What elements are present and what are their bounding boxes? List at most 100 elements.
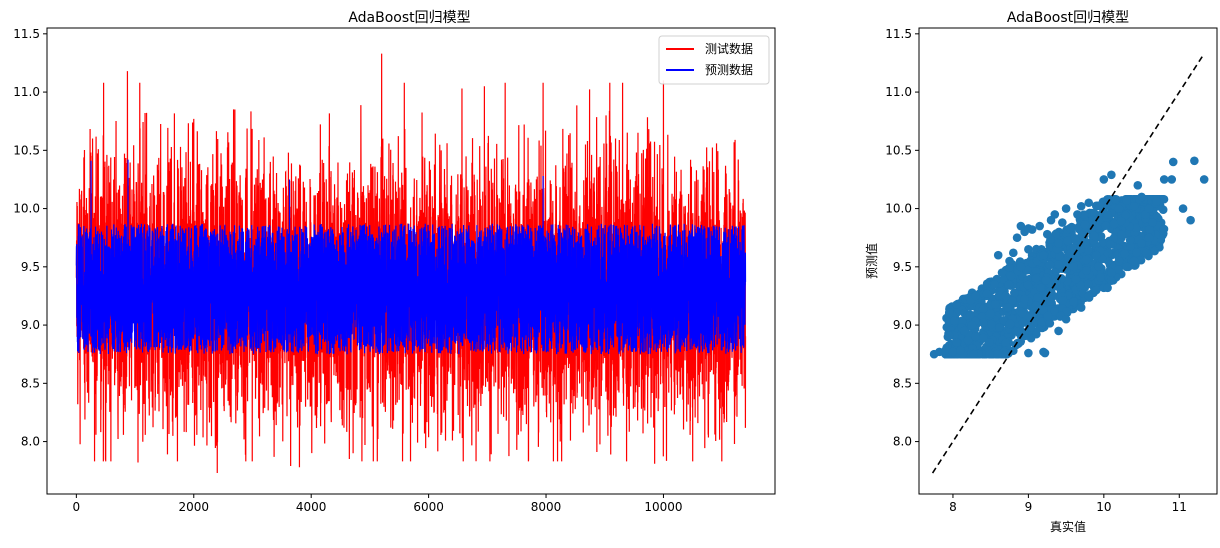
y-tick-label: 11.0 bbox=[13, 85, 40, 99]
scatter-point bbox=[1096, 273, 1105, 282]
y-tick-label: 11.0 bbox=[885, 85, 912, 99]
scatter-point bbox=[1058, 295, 1068, 305]
scatter-point bbox=[1178, 204, 1188, 213]
scatter-ylabel: 预测值 bbox=[864, 243, 879, 279]
scatter-point bbox=[1080, 220, 1090, 230]
scatter-point bbox=[1001, 349, 1011, 359]
scatter-point bbox=[1050, 307, 1059, 317]
scatter-point bbox=[1101, 221, 1110, 231]
scatter-point bbox=[1063, 236, 1073, 246]
scatter-point bbox=[1095, 201, 1105, 211]
scatter-point bbox=[1045, 260, 1055, 270]
scatter-point bbox=[1054, 251, 1064, 261]
y-tick-label: 8.5 bbox=[21, 376, 40, 390]
scatter-point bbox=[1050, 210, 1060, 219]
scatter-point bbox=[967, 320, 977, 330]
scatter-point bbox=[1069, 297, 1078, 307]
scatter-point bbox=[1016, 337, 1026, 346]
scatter-point bbox=[1090, 209, 1099, 218]
scatter-point bbox=[985, 338, 994, 347]
scatter-point bbox=[963, 335, 973, 345]
scatter-point bbox=[1001, 291, 1011, 301]
scatter-point bbox=[1132, 248, 1141, 257]
series-line-test bbox=[75, 53, 747, 474]
scatter-point bbox=[1071, 274, 1081, 284]
scatter-point bbox=[1039, 250, 1048, 260]
scatter-point bbox=[956, 346, 965, 356]
scatter-point bbox=[1040, 348, 1050, 358]
scatter-point bbox=[1094, 262, 1103, 271]
scatter-point bbox=[1107, 170, 1116, 180]
series-line-pred bbox=[75, 159, 747, 355]
scatter-point bbox=[1104, 257, 1113, 266]
scatter-point bbox=[1033, 292, 1042, 302]
scatter-point bbox=[1084, 291, 1094, 301]
scatter-point bbox=[1114, 265, 1123, 274]
scatter-point bbox=[1103, 210, 1112, 219]
scatter-point bbox=[1001, 338, 1011, 347]
scatter-point bbox=[1137, 239, 1146, 248]
scatter-point bbox=[1144, 233, 1154, 242]
scatter-point bbox=[1042, 229, 1052, 239]
scatter-point bbox=[1024, 224, 1033, 233]
scatter-point bbox=[1107, 268, 1116, 277]
scatter-point bbox=[948, 347, 958, 357]
scatter-point bbox=[1076, 303, 1086, 312]
scatter-point bbox=[999, 275, 1008, 284]
scatter-point bbox=[944, 331, 954, 340]
y-tick-label: 10.5 bbox=[13, 143, 40, 157]
y-tick-label: 8.5 bbox=[893, 376, 912, 390]
scatter-point bbox=[1007, 296, 1017, 305]
x-tick-label: 8 bbox=[949, 500, 957, 514]
y-tick-label: 11.5 bbox=[885, 27, 912, 41]
scatter-point bbox=[1065, 224, 1075, 233]
scatter-point bbox=[1150, 246, 1159, 256]
scatter-point bbox=[1031, 274, 1041, 283]
scatter-point bbox=[1159, 224, 1169, 234]
scatter-point bbox=[1077, 230, 1087, 240]
scatter-point bbox=[1018, 318, 1028, 327]
scatter-point bbox=[1031, 301, 1041, 310]
scatter-point bbox=[1145, 194, 1155, 204]
scatter-point bbox=[1023, 280, 1033, 290]
x-tick-label: 11 bbox=[1172, 500, 1187, 514]
scatter-point bbox=[1136, 255, 1146, 265]
scatter-point bbox=[979, 333, 988, 343]
scatter-point bbox=[990, 280, 999, 289]
scatter-point bbox=[1073, 210, 1082, 219]
scatter-point bbox=[1054, 239, 1063, 248]
scatter-point bbox=[1005, 256, 1014, 266]
scatter-point bbox=[959, 326, 969, 336]
scatter-chart-title: AdaBoost回归模型 bbox=[1007, 9, 1129, 26]
scatter-chart: AdaBoost回归模型 8 9 10 11 8.0 8.5 9.0 9.5 10.0 10.5 1… bbox=[864, 9, 1218, 534]
scatter-point bbox=[1190, 156, 1199, 166]
scatter-point bbox=[1054, 326, 1063, 336]
scatter-point bbox=[1062, 306, 1072, 316]
line-chart-title: AdaBoost回归模型 bbox=[348, 9, 470, 26]
scatter-point bbox=[1141, 248, 1151, 258]
scatter-point bbox=[1045, 319, 1055, 328]
scatter-point bbox=[1084, 198, 1094, 208]
scatter-point bbox=[1144, 204, 1154, 213]
line-legend: 测试数据 预测数据 bbox=[658, 35, 770, 85]
y-tick-label: 10.5 bbox=[885, 143, 912, 157]
scatter-point bbox=[1069, 243, 1078, 253]
y-tick-label: 8.0 bbox=[893, 435, 912, 449]
scatter-point bbox=[1083, 279, 1093, 289]
scatter-point bbox=[1061, 314, 1071, 324]
scatter-point bbox=[1024, 348, 1033, 358]
scatter-point bbox=[1122, 196, 1131, 205]
scatter-point bbox=[1005, 319, 1015, 329]
scatter-point bbox=[1109, 219, 1119, 229]
scatter-point bbox=[1159, 175, 1169, 184]
scatter-point bbox=[992, 349, 1001, 359]
x-tick-label: 9 bbox=[1025, 500, 1033, 514]
scatter-point bbox=[1114, 256, 1124, 266]
scatter-point bbox=[1129, 201, 1139, 211]
legend-label-test: 测试数据 bbox=[705, 41, 753, 56]
scatter-point bbox=[978, 318, 988, 328]
scatter-point bbox=[1089, 231, 1099, 241]
scatter-point bbox=[952, 338, 962, 347]
scatter-point bbox=[1120, 249, 1130, 258]
scatter-point bbox=[1043, 311, 1053, 321]
